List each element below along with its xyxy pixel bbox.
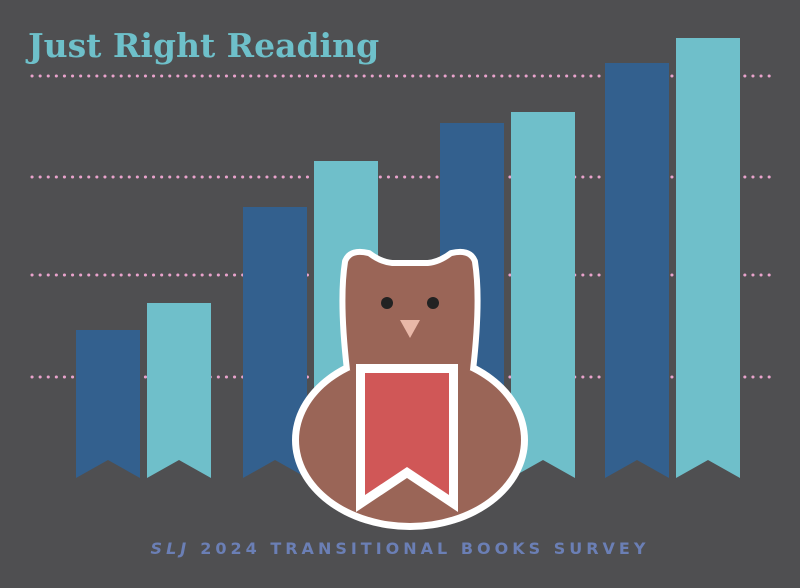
brand: SLJ xyxy=(151,539,191,558)
title: Just Right Reading xyxy=(25,26,379,65)
bear xyxy=(292,248,528,530)
caption-text: 2024 TRANSITIONAL BOOKS SURVEY xyxy=(200,539,649,558)
survey-caption: SLJ 2024 TRANSITIONAL BOOKS SURVEY xyxy=(151,539,650,558)
